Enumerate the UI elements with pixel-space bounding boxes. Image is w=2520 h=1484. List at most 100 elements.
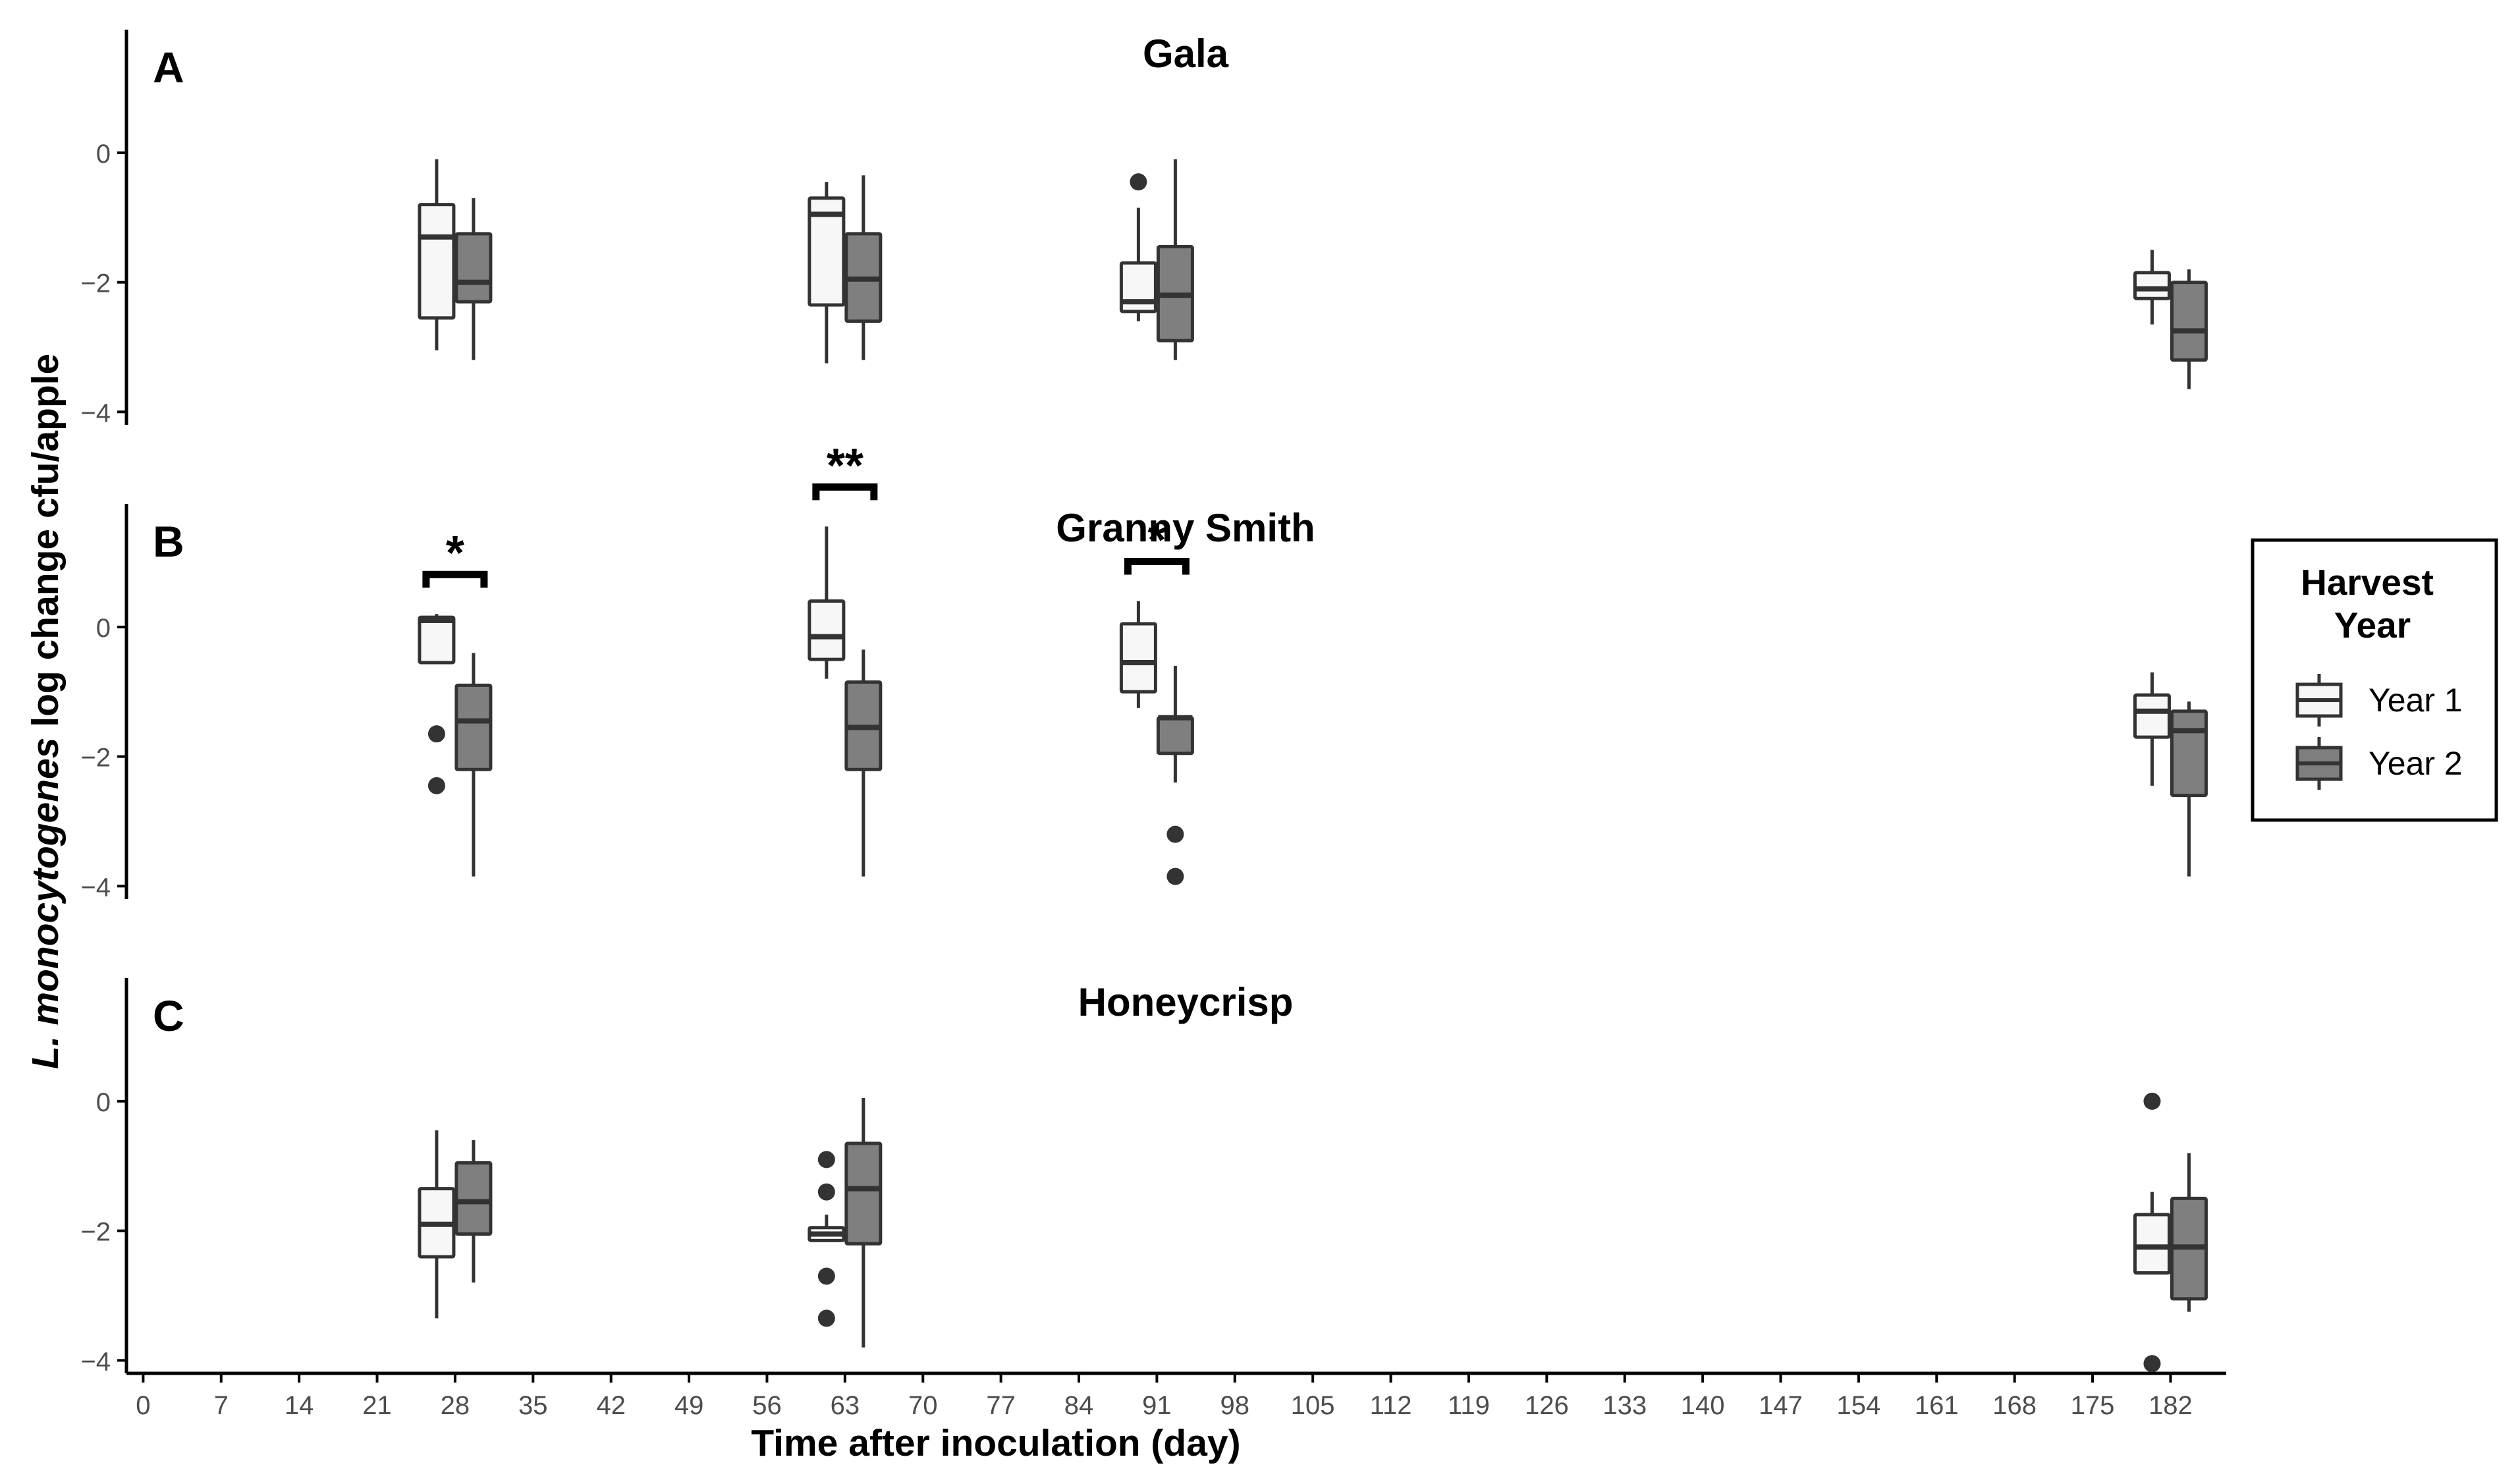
outlier-point [817, 1309, 835, 1327]
box-year2-day182 [2170, 1153, 2208, 1312]
x-tick-label: 98 [1220, 1391, 1250, 1420]
box-iqr [808, 599, 846, 661]
panel-letter: A [153, 43, 184, 92]
significance-bracket [1124, 558, 1190, 575]
box-year2-day63 [844, 1097, 883, 1348]
x-tick-label: 63 [831, 1391, 860, 1420]
box-iqr [844, 1141, 883, 1246]
x-tick-label: 21 [362, 1391, 392, 1420]
y-tick-label: −4 [80, 1347, 111, 1376]
box-year1-day91 [1119, 601, 1157, 708]
outlier-point [817, 1183, 835, 1201]
box-year2-day182 [2170, 269, 2208, 389]
box-iqr [1119, 622, 1157, 694]
x-tick-label: 161 [1915, 1391, 1959, 1420]
box-year1-day63 [808, 182, 846, 364]
x-tick-label: 91 [1142, 1391, 1172, 1420]
box-year2-day28 [454, 198, 493, 360]
box-year1-day63 [808, 1151, 846, 1327]
panel-title: Gala [1143, 32, 1229, 76]
box-iqr [2133, 693, 2171, 739]
x-tick-label: 140 [1681, 1391, 1725, 1420]
significance-label: * [1147, 514, 1166, 567]
box-year2-day182 [2170, 701, 2208, 877]
legend-title-line2: Year [2334, 605, 2411, 646]
panel-title: Honeycrisp [1078, 980, 1294, 1024]
box-year2-day63 [844, 175, 883, 360]
legend-entry-1: Year 1 [2295, 674, 2463, 727]
box-year1-day182 [2133, 250, 2171, 325]
panel-title: Granny Smith [1056, 506, 1315, 550]
box-year1-day91 [1119, 173, 1157, 321]
box-iqr [418, 203, 456, 320]
box-year1-day182 [2133, 672, 2171, 786]
x-tick-label: 42 [596, 1391, 626, 1420]
y-axis-label: L. monocytogenes log change cfu/apple [24, 354, 67, 1069]
y-tick-label: 0 [96, 614, 111, 643]
significance-label: ** [827, 439, 863, 492]
outlier-point [427, 777, 445, 794]
y-tick-label: 0 [96, 140, 111, 169]
x-tick-label: 56 [752, 1391, 782, 1420]
x-tick-label: 133 [1602, 1391, 1647, 1420]
y-tick-label: 0 [96, 1088, 111, 1117]
box-iqr [2133, 271, 2171, 300]
legend-frame [2251, 538, 2498, 822]
legend-title-line1: Harvest [2301, 562, 2434, 603]
outlier-point [817, 1267, 835, 1285]
x-tick-label: 112 [1370, 1391, 1412, 1420]
significance-bracket [422, 570, 488, 588]
y-tick-label: −4 [80, 873, 111, 902]
y-axis-label-italic: L. monocytogenes [24, 738, 67, 1070]
y-tick-label: −2 [80, 269, 111, 298]
y-tick-label: −2 [80, 744, 111, 773]
outlier-point [2143, 1092, 2161, 1110]
x-tick-label: 77 [986, 1391, 1016, 1420]
box-iqr [454, 683, 493, 771]
outlier-point [817, 1151, 835, 1168]
y-axis-label-rest: log change cfu/apple [24, 354, 67, 738]
panel-letter: B [153, 517, 184, 566]
box-year2-day91 [1156, 665, 1194, 885]
x-tick-label: 126 [1525, 1391, 1569, 1420]
box-year2-day63 [844, 649, 883, 877]
box-year1-day28 [418, 1130, 456, 1319]
outlier-point [427, 725, 445, 743]
x-tick-label: 119 [1448, 1391, 1490, 1420]
outlier-point [1166, 825, 1184, 843]
x-tick-label: 49 [674, 1391, 704, 1420]
box-iqr [2133, 1213, 2171, 1275]
significance-day91: * [1124, 514, 1190, 575]
panel-a: 0 −2 −4 A Gala [80, 30, 2208, 427]
x-tick-label: 182 [2149, 1391, 2193, 1420]
significance-bracket [812, 483, 878, 501]
x-tick-label: 0 [136, 1391, 150, 1420]
x-tick-label: 147 [1759, 1391, 1803, 1420]
x-tick-label: 28 [441, 1391, 470, 1420]
box-year2-day91 [1156, 159, 1194, 360]
x-tick-label: 175 [2071, 1391, 2115, 1420]
legend-entries: Year 1 Year 2 [2295, 674, 2463, 790]
panel-b: 0−2−4B Granny Smith**** [80, 439, 2208, 902]
y-tick-label: −4 [80, 398, 111, 427]
outlier-point [1166, 867, 1184, 885]
box-iqr [808, 196, 846, 307]
box-year1-day28 [418, 159, 456, 350]
x-tick-label: 35 [518, 1391, 548, 1420]
box-year1-day28 [418, 614, 456, 794]
panel-c: 0 7 14 21 28 35 42 49 56 63 70 77 84 91 98 105 112 119 126… [80, 978, 2226, 1420]
box-year1-day63 [808, 526, 846, 679]
x-axis-label: Time after inoculation (day) [751, 1422, 1240, 1464]
panel-letter: C [153, 991, 184, 1040]
x-tick-label: 168 [1992, 1391, 2037, 1420]
x-tick-label: 84 [1064, 1391, 1094, 1420]
x-tick-label: 7 [214, 1391, 229, 1420]
box-iqr [1156, 716, 1194, 756]
legend-entry-label: Year 1 [2369, 682, 2463, 719]
significance-day28: * [422, 527, 488, 588]
x-tick-label: 14 [285, 1391, 314, 1420]
significance-day63: ** [812, 439, 878, 501]
legend: Harvest Year Year 1 Year 2 [2251, 538, 2498, 822]
